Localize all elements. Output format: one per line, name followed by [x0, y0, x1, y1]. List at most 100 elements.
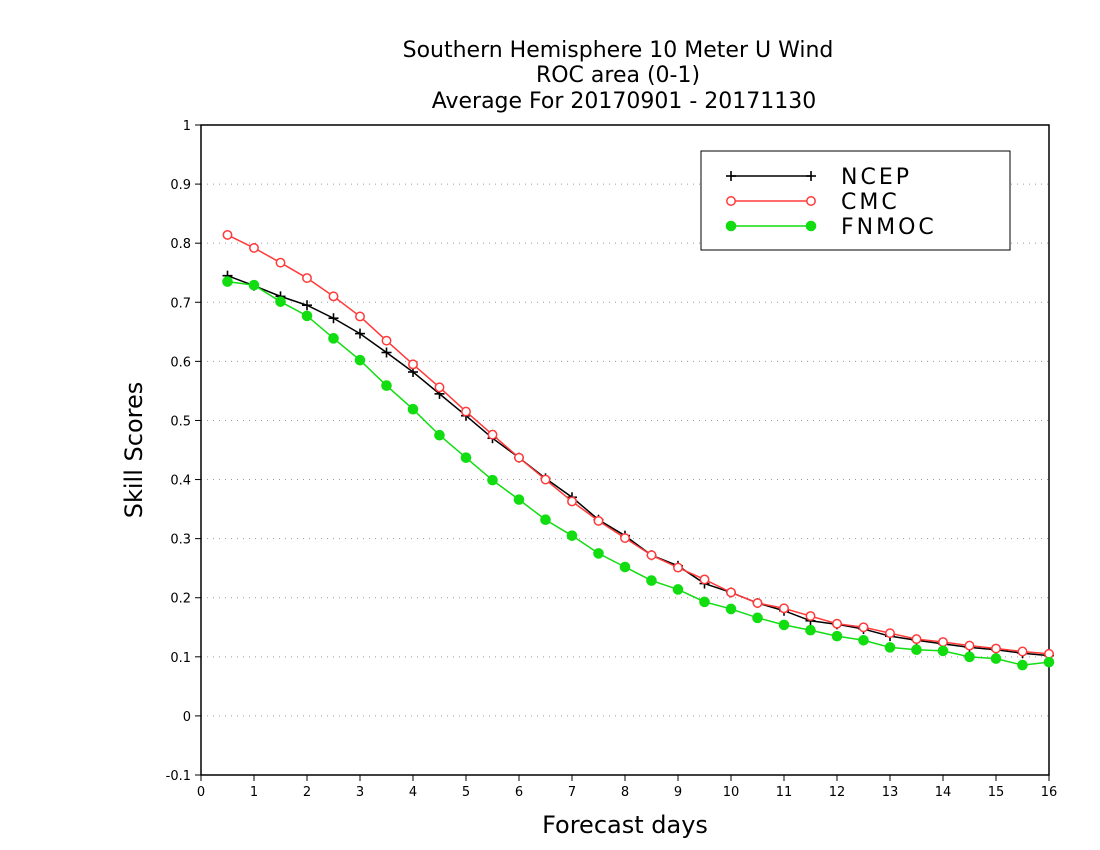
- data-point-cmc: [222, 229, 233, 240]
- data-point-cmc: [540, 474, 551, 485]
- data-point-fnmoc: [699, 596, 710, 608]
- x-tick-label: 4: [409, 785, 417, 800]
- data-point-fnmoc: [831, 630, 843, 642]
- series-cmc: [222, 229, 1054, 659]
- data-point-cmc: [302, 273, 312, 283]
- chart-title: Southern Hemisphere 10 Meter U Wind ROC …: [403, 38, 834, 114]
- data-point-fnmoc: [937, 645, 949, 657]
- data-point-fnmoc: [487, 474, 498, 486]
- data-point-fnmoc: [593, 548, 604, 559]
- data-point-fnmoc: [725, 603, 737, 615]
- y-axis-ticks: -0.1 0 0.1 0.2 0.3 0.4 0.5 0.6 0.7 0.8 0.9 1: [166, 119, 201, 784]
- data-point-cmc: [938, 637, 948, 647]
- data-point-cmc: [381, 335, 392, 346]
- x-tick-label: 16: [1041, 785, 1058, 800]
- y-tick-label: -0.1: [166, 769, 191, 784]
- data-point-cmc: [620, 533, 630, 543]
- legend-item-fnmoc: FNMOC: [725, 215, 937, 240]
- legend-marker-fnmoc: [725, 220, 737, 232]
- x-tick-label: 6: [515, 785, 523, 800]
- data-point-fnmoc: [646, 575, 657, 586]
- data-point-fnmoc: [911, 644, 922, 656]
- data-point-fnmoc: [1017, 659, 1028, 671]
- data-point-cmc: [514, 452, 524, 463]
- data-point-fnmoc: [301, 310, 313, 322]
- legend-item-cmc: CMC: [726, 190, 900, 215]
- series-line-ncep: [227, 274, 1050, 657]
- data-point-fnmoc: [407, 403, 419, 415]
- x-tick-label: 9: [674, 785, 682, 800]
- data-point-fnmoc: [248, 279, 260, 291]
- series-line-cmc: [227, 234, 1050, 655]
- legend-label-cmc: CMC: [841, 190, 900, 215]
- data-point-cmc: [434, 382, 445, 393]
- data-point-fnmoc: [778, 619, 790, 631]
- gridlines: [201, 183, 1049, 717]
- data-point-fnmoc: [990, 653, 1002, 664]
- x-tick-label: 12: [829, 785, 846, 800]
- data-point-fnmoc: [381, 380, 392, 391]
- data-point-fnmoc: [619, 561, 631, 573]
- data-point-cmc: [832, 618, 842, 629]
- y-tick-label: 0.2: [170, 592, 191, 607]
- legend-item-ncep: NCEP: [726, 165, 912, 190]
- data-point-cmc: [858, 622, 869, 633]
- legend-marker-cmc: [726, 196, 736, 206]
- data-point-fnmoc: [275, 296, 286, 307]
- data-series: [222, 229, 1055, 671]
- data-point-fnmoc: [354, 354, 366, 366]
- data-point-fnmoc: [434, 429, 445, 441]
- legend-marker-cmc: [806, 196, 816, 206]
- data-point-fnmoc: [513, 494, 525, 505]
- data-point-cmc: [1017, 646, 1028, 657]
- data-point-cmc: [408, 359, 418, 370]
- data-point-ncep: [355, 328, 365, 339]
- data-point-cmc: [779, 603, 789, 614]
- data-point-ncep: [302, 300, 312, 311]
- data-point-cmc: [673, 562, 683, 573]
- y-tick-label: 0.5: [170, 414, 191, 429]
- data-point-cmc: [752, 598, 763, 608]
- data-point-cmc: [328, 291, 339, 302]
- x-tick-label: 14: [935, 785, 952, 800]
- legend-label-fnmoc: FNMOC: [841, 215, 937, 240]
- legend-marker-ncep: [806, 171, 816, 181]
- chart-title-line-2: ROC area (0-1): [536, 63, 700, 88]
- data-point-fnmoc: [222, 276, 233, 287]
- x-tick-label: 7: [568, 785, 576, 800]
- series-fnmoc: [222, 276, 1055, 671]
- x-tick-label: 5: [462, 785, 470, 800]
- data-point-cmc: [275, 257, 286, 268]
- data-point-cmc: [249, 242, 259, 253]
- data-point-cmc: [805, 611, 816, 621]
- data-point-cmc: [699, 574, 710, 585]
- x-tick-label: 2: [303, 785, 311, 800]
- data-point-fnmoc: [805, 624, 816, 636]
- y-tick-label: 0: [183, 710, 191, 725]
- data-point-fnmoc: [672, 584, 684, 595]
- x-tick-label: 3: [356, 785, 364, 800]
- data-point-fnmoc: [964, 651, 975, 663]
- chart-title-line-3: Average For 20170901 - 20171130: [432, 89, 817, 114]
- data-point-cmc: [911, 634, 922, 645]
- data-point-fnmoc: [328, 333, 339, 344]
- data-point-cmc: [487, 429, 498, 440]
- y-axis-label: Skill Scores: [120, 382, 148, 519]
- legend-label-ncep: NCEP: [841, 165, 912, 190]
- x-tick-label: 0: [197, 785, 205, 800]
- data-point-fnmoc: [858, 634, 869, 646]
- chart-title-line-1: Southern Hemisphere 10 Meter U Wind: [403, 38, 834, 63]
- data-point-cmc: [355, 311, 365, 322]
- x-axis-ticks: 0 1 2 3 4 5 6 7 8 9 10 11 12 13 14 15 16: [197, 775, 1057, 800]
- x-tick-label: 10: [723, 785, 740, 800]
- y-tick-label: 1: [183, 119, 191, 134]
- data-point-fnmoc: [566, 530, 578, 541]
- data-point-fnmoc: [460, 452, 472, 463]
- y-tick-label: 0.3: [170, 533, 191, 548]
- series-line-fnmoc: [227, 280, 1050, 666]
- x-tick-label: 11: [776, 785, 793, 800]
- data-point-ncep: [381, 347, 392, 358]
- data-point-cmc: [1044, 648, 1054, 659]
- data-point-fnmoc: [1043, 656, 1055, 668]
- x-tick-label: 13: [882, 785, 899, 800]
